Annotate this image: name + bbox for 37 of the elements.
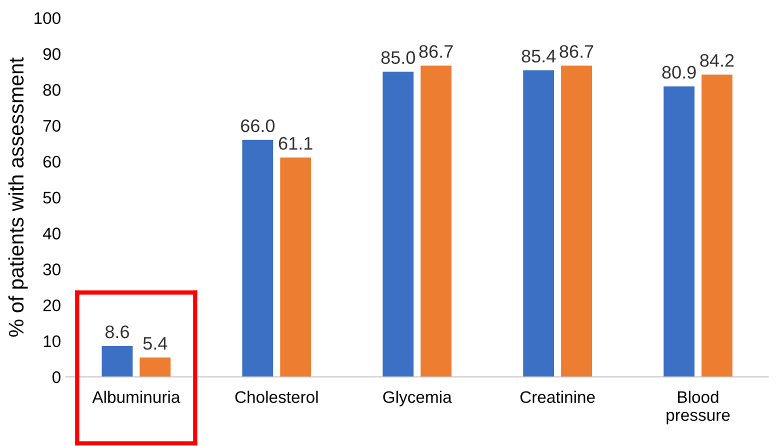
data-label: 5.4: [143, 337, 168, 350]
y-tick-label: 60: [43, 156, 60, 168]
data-label: 85.0: [381, 51, 416, 64]
data-label: 66.0: [241, 119, 275, 132]
y-tick-label: 90: [43, 48, 60, 60]
bar: [102, 346, 133, 377]
bar: [382, 72, 414, 377]
x-tick-label: Creatinine: [520, 390, 595, 403]
y-tick-label: 50: [43, 192, 60, 204]
data-label: 86.7: [560, 45, 594, 58]
bar: [242, 140, 274, 377]
bar: [420, 66, 452, 377]
data-label: 80.9: [662, 66, 696, 79]
bar: [664, 86, 694, 377]
data-label: 85.4: [522, 50, 556, 63]
x-tick-label: Glycemia: [383, 390, 452, 406]
bar: [280, 158, 312, 377]
y-tick-label: 100: [34, 12, 60, 24]
y-tick-label: 30: [43, 264, 60, 276]
y-tick-label: 70: [43, 120, 60, 132]
data-label: 84.2: [700, 54, 734, 67]
data-label: 61.1: [278, 136, 312, 150]
y-tick-label: 10: [44, 335, 60, 348]
bar: [140, 357, 171, 377]
data-label: 86.7: [419, 45, 453, 58]
y-axis-title: % of patients with assessment: [8, 57, 28, 337]
y-tick-label: 40: [42, 228, 60, 240]
x-tick-label: Albuminuria: [92, 390, 180, 403]
bar: [523, 70, 554, 377]
bar: [561, 66, 592, 377]
data-label: 8.6: [105, 325, 129, 338]
y-tick-label: 0: [52, 371, 60, 384]
bar: [702, 74, 732, 377]
x-tick-label: Cholesterol: [235, 390, 318, 403]
y-tick-label: 80: [43, 84, 60, 96]
y-tick-label: 20: [43, 299, 60, 312]
x-tick-label: Blood pressure: [666, 390, 730, 424]
